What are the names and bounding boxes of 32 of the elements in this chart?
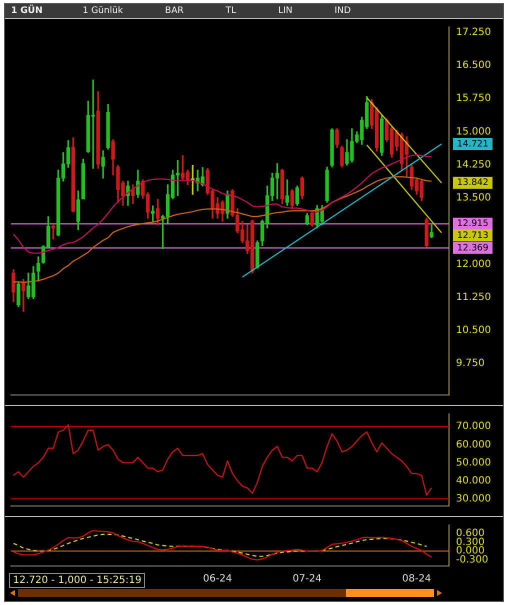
y-tick-label: 17.250 <box>456 26 491 38</box>
x-tick-label: 08-24 <box>402 574 432 585</box>
y-tick-label: 10.500 <box>456 325 491 336</box>
y-tick-label: 70.000 <box>456 421 491 432</box>
y-tick-label: 13.500 <box>456 192 491 204</box>
data-label: 13.842 <box>457 178 488 188</box>
data-label: 14.721 <box>457 139 488 150</box>
y-tick-label: 15.750 <box>456 93 491 104</box>
data-label: 12.713 <box>457 230 488 241</box>
ref-line-label: 12.369 <box>457 243 489 254</box>
text: BAR <box>165 5 184 18</box>
y-tick-label: -0.300 <box>456 554 488 566</box>
y-tick-label: 60.000 <box>456 439 491 450</box>
y-tick-label: 16.500 <box>456 60 491 72</box>
x-tick-label: 07-24 <box>292 574 322 585</box>
text: TL <box>226 5 236 18</box>
y-tick-label: 40.000 <box>456 475 491 486</box>
text: IND <box>334 5 351 18</box>
y-tick-label: 30.000 <box>456 493 491 504</box>
line-series <box>12 534 428 557</box>
y-tick-label: 14.250 <box>456 159 491 170</box>
y-tick-label: 12.000 <box>456 258 491 270</box>
y-tick-label: 11.250 <box>456 292 491 303</box>
y-tick-label: 15.000 <box>456 126 491 138</box>
chart-title: 1 GÜN <box>11 4 43 18</box>
x-tick-label: 06-24 <box>203 574 232 585</box>
y-tick-label: 9.750 <box>456 358 485 370</box>
y-tick-label: 50.000 <box>456 457 491 468</box>
text: 12.720 - 1,000 - 15:25:19 <box>9 573 146 588</box>
ref-line-label: 12.915 <box>457 219 488 230</box>
text: 1 Günlük <box>82 5 124 18</box>
text: LIN <box>278 5 293 18</box>
